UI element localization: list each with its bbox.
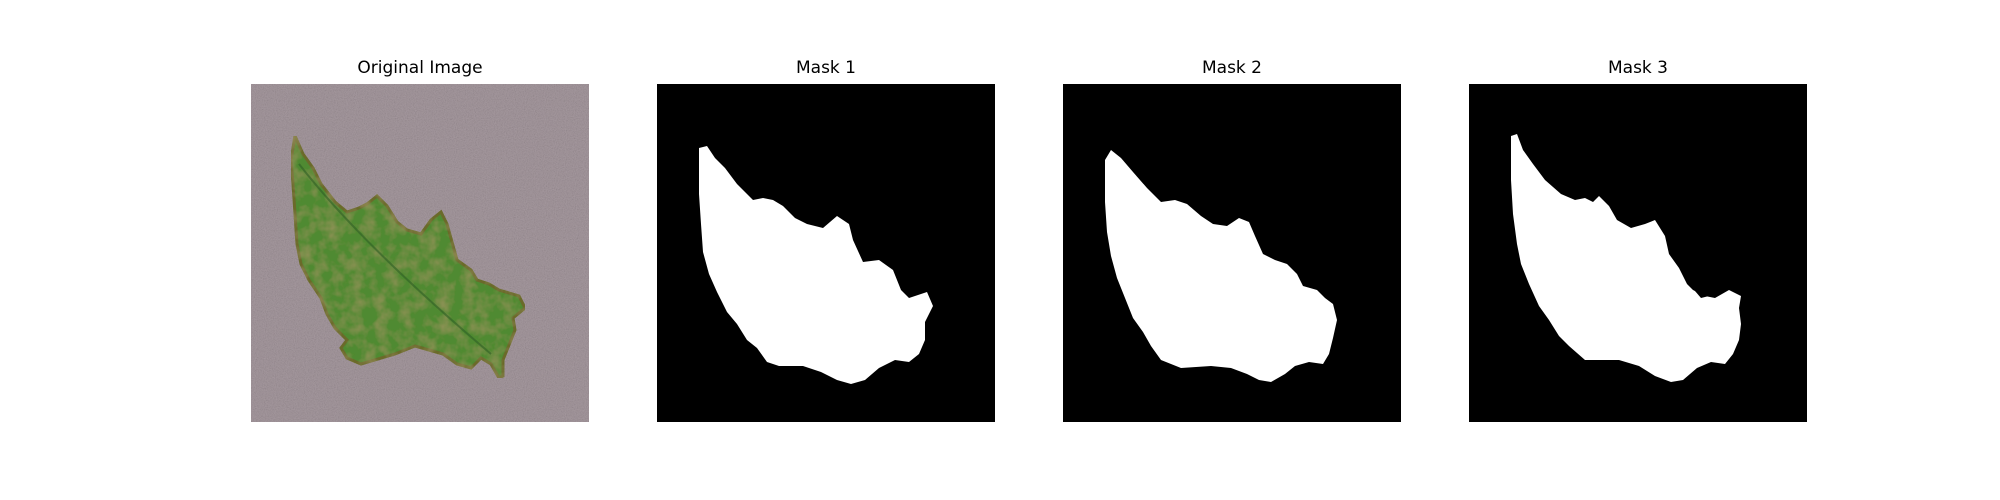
mask-foreground xyxy=(1105,150,1337,382)
panel-title-original-image: Original Image xyxy=(357,58,483,78)
leaf-vein xyxy=(298,163,492,355)
mask-2-panel xyxy=(1063,84,1401,422)
original-image-panel xyxy=(251,84,589,422)
leaf-photo-icon xyxy=(251,84,589,422)
mask-1-panel xyxy=(657,84,995,422)
mask-3-panel xyxy=(1469,84,1807,422)
binary-mask-icon xyxy=(657,84,995,422)
panel-title-mask-3: Mask 3 xyxy=(1607,58,1668,78)
panel-title-mask-1: Mask 1 xyxy=(795,58,856,78)
binary-mask-icon xyxy=(1469,84,1807,422)
panel-title-mask-2: Mask 2 xyxy=(1201,58,1262,78)
mask-foreground xyxy=(699,146,933,384)
binary-mask-icon xyxy=(1063,84,1401,422)
mask-foreground-fragment xyxy=(1689,280,1717,298)
mask-foreground xyxy=(1511,134,1741,382)
leaf-shape xyxy=(289,130,527,380)
